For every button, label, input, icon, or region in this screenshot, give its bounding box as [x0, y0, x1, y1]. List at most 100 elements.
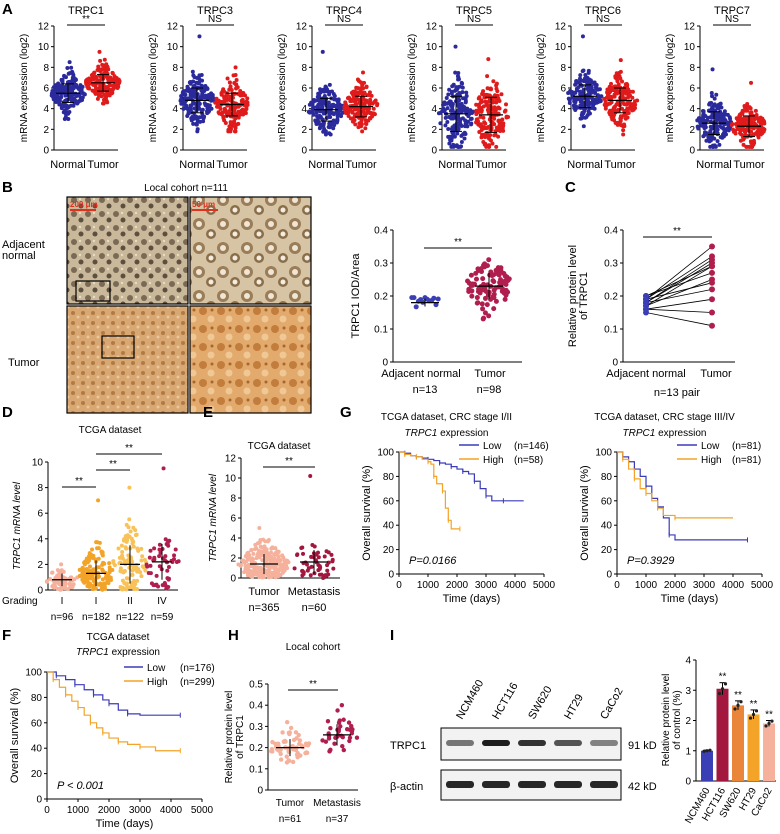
- tumor-point: [477, 102, 482, 107]
- tumor-point: [745, 101, 750, 106]
- tumor-point: [101, 97, 106, 102]
- tumor-point: [240, 93, 245, 98]
- tumor-point: [363, 112, 368, 117]
- data-point: [139, 558, 144, 563]
- y-axis-label: TRPC1 mRNA level: [12, 481, 23, 570]
- normal-point: [56, 100, 61, 105]
- n-label: n=61: [279, 814, 302, 825]
- normal-point: [463, 124, 468, 129]
- data-point: [72, 577, 77, 582]
- tumor-point: [616, 82, 621, 87]
- data-point: [318, 565, 323, 570]
- replicate-point: [748, 716, 753, 720]
- data-point: [50, 570, 55, 575]
- normal-point: [181, 89, 186, 94]
- normal-point: [466, 114, 471, 119]
- data-point: [295, 751, 300, 756]
- x-label: Tumor: [276, 798, 305, 809]
- subtitle-gene: TRPC1: [76, 647, 109, 658]
- y-tick-label: 0.4: [249, 701, 263, 712]
- tumor-point: [620, 79, 625, 84]
- y-tick-label: 0.3: [604, 259, 618, 270]
- chart-title: TCGA dataset: [248, 441, 311, 452]
- normal-point: [450, 101, 455, 106]
- legend-label: High: [701, 455, 722, 466]
- data-point: [130, 572, 135, 577]
- data-point: [93, 586, 98, 591]
- tumor-point: [484, 92, 489, 97]
- tumor-point: [481, 89, 486, 94]
- data-point: [142, 557, 147, 562]
- normal-point: [455, 131, 460, 136]
- data-point: [121, 538, 126, 543]
- normal-point: [445, 101, 450, 106]
- data-point: [290, 759, 296, 765]
- y-tick-label: 20: [383, 545, 395, 556]
- normal-point: [569, 90, 574, 95]
- normal-point: [585, 75, 590, 80]
- replicate-point: [702, 749, 706, 753]
- tumor-point: [626, 107, 631, 112]
- data-point: [413, 304, 419, 310]
- y-tick-label: 40: [383, 521, 395, 532]
- normal-point: [446, 92, 451, 97]
- sig-label: **: [734, 690, 742, 701]
- lane-label: NCM460: [454, 678, 486, 722]
- ihc-image-2: [189, 196, 312, 305]
- lane-label: HT29: [562, 692, 586, 721]
- x-tick-label: 1000: [67, 805, 90, 816]
- tumor-point: [620, 94, 625, 99]
- data-point: [265, 557, 270, 562]
- tumor-point: [350, 90, 355, 95]
- data-point: [482, 295, 488, 301]
- data-point: [253, 547, 258, 552]
- normal-point: [594, 83, 599, 88]
- y-axis-label: Relative protein level of control (%): [661, 674, 683, 767]
- tumor-point: [506, 114, 511, 119]
- tumor-point: [233, 129, 238, 134]
- normal-point: [709, 101, 714, 106]
- tumor-point: [99, 67, 104, 72]
- x-tick-label: 3000: [693, 580, 716, 591]
- chart-subtitle: TRPC1 expression: [76, 647, 160, 658]
- y-axis-label: mRNA expression (log2): [19, 34, 30, 142]
- normal-point: [575, 105, 580, 110]
- chart-C: 0 0.1 0.2 0.3 0.4 Relative protein level of TR…: [567, 226, 735, 399]
- n-label: n=37: [326, 814, 349, 825]
- tumor-point: [744, 108, 749, 113]
- data-point: [478, 287, 484, 293]
- data-point: [290, 747, 296, 752]
- replicate-point: [717, 691, 722, 696]
- y-tick-label: 0: [301, 146, 307, 157]
- x-label: I: [95, 596, 98, 607]
- data-point: [325, 568, 330, 573]
- data-point: [100, 568, 105, 573]
- x-label: Adjacent normal: [606, 368, 686, 380]
- data-point: [305, 568, 310, 573]
- tumor-point: [358, 115, 363, 120]
- y-tick-label: 1: [685, 746, 691, 757]
- bar-NCM460: [701, 750, 713, 781]
- data-point: [316, 555, 321, 560]
- tumor-point: [630, 95, 635, 100]
- normal-point: [197, 34, 202, 39]
- replicate-point: [751, 712, 756, 717]
- high-curve: [47, 671, 181, 752]
- data-point: [80, 571, 85, 576]
- tumor-point: [363, 100, 368, 105]
- normal-point: [70, 92, 75, 97]
- data-point: [296, 732, 301, 738]
- data-point: [157, 564, 162, 569]
- normal-point: [577, 89, 582, 94]
- normal-point: [597, 87, 602, 92]
- y-tick-label: 0.2: [604, 292, 618, 303]
- x-label: Metastasis: [288, 586, 341, 598]
- tumor-point: [749, 80, 754, 85]
- tumor-point: [602, 102, 607, 107]
- normal-point: [463, 97, 468, 102]
- data-point: [255, 565, 260, 570]
- tumor-point: [622, 109, 627, 114]
- y-tick-label: 10: [555, 42, 567, 53]
- data-point: [265, 551, 270, 556]
